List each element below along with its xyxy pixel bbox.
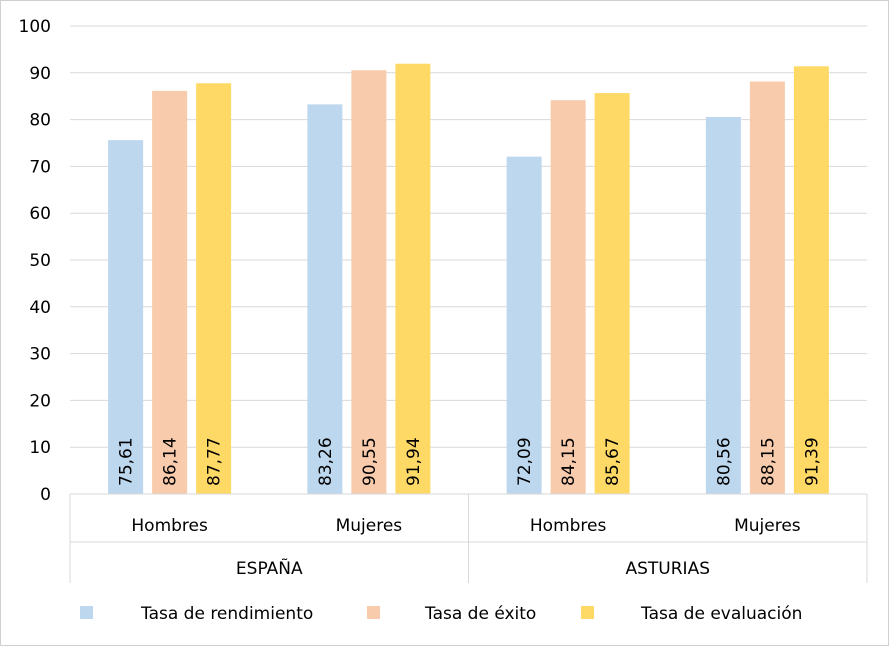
bar — [152, 90, 188, 494]
data-label: 88,15 — [758, 437, 778, 486]
legend-label: Tasa de rendimiento — [140, 604, 313, 624]
data-label: 83,26 — [316, 437, 336, 486]
y-tick-label: 30 — [29, 345, 51, 365]
bar — [351, 70, 387, 494]
data-label: 85,67 — [603, 437, 623, 486]
data-label: 86,14 — [161, 437, 181, 486]
bar — [793, 66, 829, 494]
data-label: 84,15 — [559, 437, 579, 486]
data-label: 91,94 — [404, 437, 424, 486]
legend-label: Tasa de éxito — [424, 604, 536, 624]
bar — [307, 104, 343, 494]
data-label: 91,39 — [802, 437, 822, 486]
data-label: 80,56 — [714, 437, 734, 486]
y-tick-label: 50 — [29, 251, 51, 271]
legend-swatch — [367, 606, 380, 619]
data-label: 75,61 — [117, 437, 137, 486]
legend-swatch — [581, 606, 594, 619]
x-group-label: ESPAÑA — [236, 557, 303, 579]
bar — [196, 83, 232, 495]
bar — [506, 156, 542, 494]
legend-label: Tasa de evaluación — [640, 604, 802, 624]
data-label: 72,09 — [515, 437, 535, 486]
x-category-label: Mujeres — [336, 516, 403, 536]
y-tick-label: 100 — [19, 17, 51, 37]
y-tick-label: 60 — [29, 204, 51, 224]
x-category-label: Mujeres — [734, 516, 801, 536]
y-tick-label: 90 — [29, 64, 51, 84]
legend-swatch — [80, 606, 93, 619]
y-tick-label: 40 — [29, 298, 51, 318]
bar — [705, 116, 741, 495]
x-category-label: Hombres — [131, 516, 208, 536]
y-tick-label: 80 — [29, 111, 51, 131]
y-tick-label: 0 — [40, 485, 51, 505]
y-tick-label: 70 — [29, 157, 51, 177]
y-tick-label: 10 — [29, 438, 51, 458]
bar — [594, 93, 630, 495]
data-label: 87,77 — [205, 437, 225, 486]
bar — [108, 140, 144, 494]
bar — [395, 63, 431, 495]
data-label: 90,55 — [360, 437, 380, 486]
x-category-label: Hombres — [530, 516, 607, 536]
x-group-label: ASTURIAS — [626, 559, 711, 579]
y-tick-label: 20 — [29, 391, 51, 411]
bar — [550, 100, 586, 494]
bar — [749, 81, 785, 494]
